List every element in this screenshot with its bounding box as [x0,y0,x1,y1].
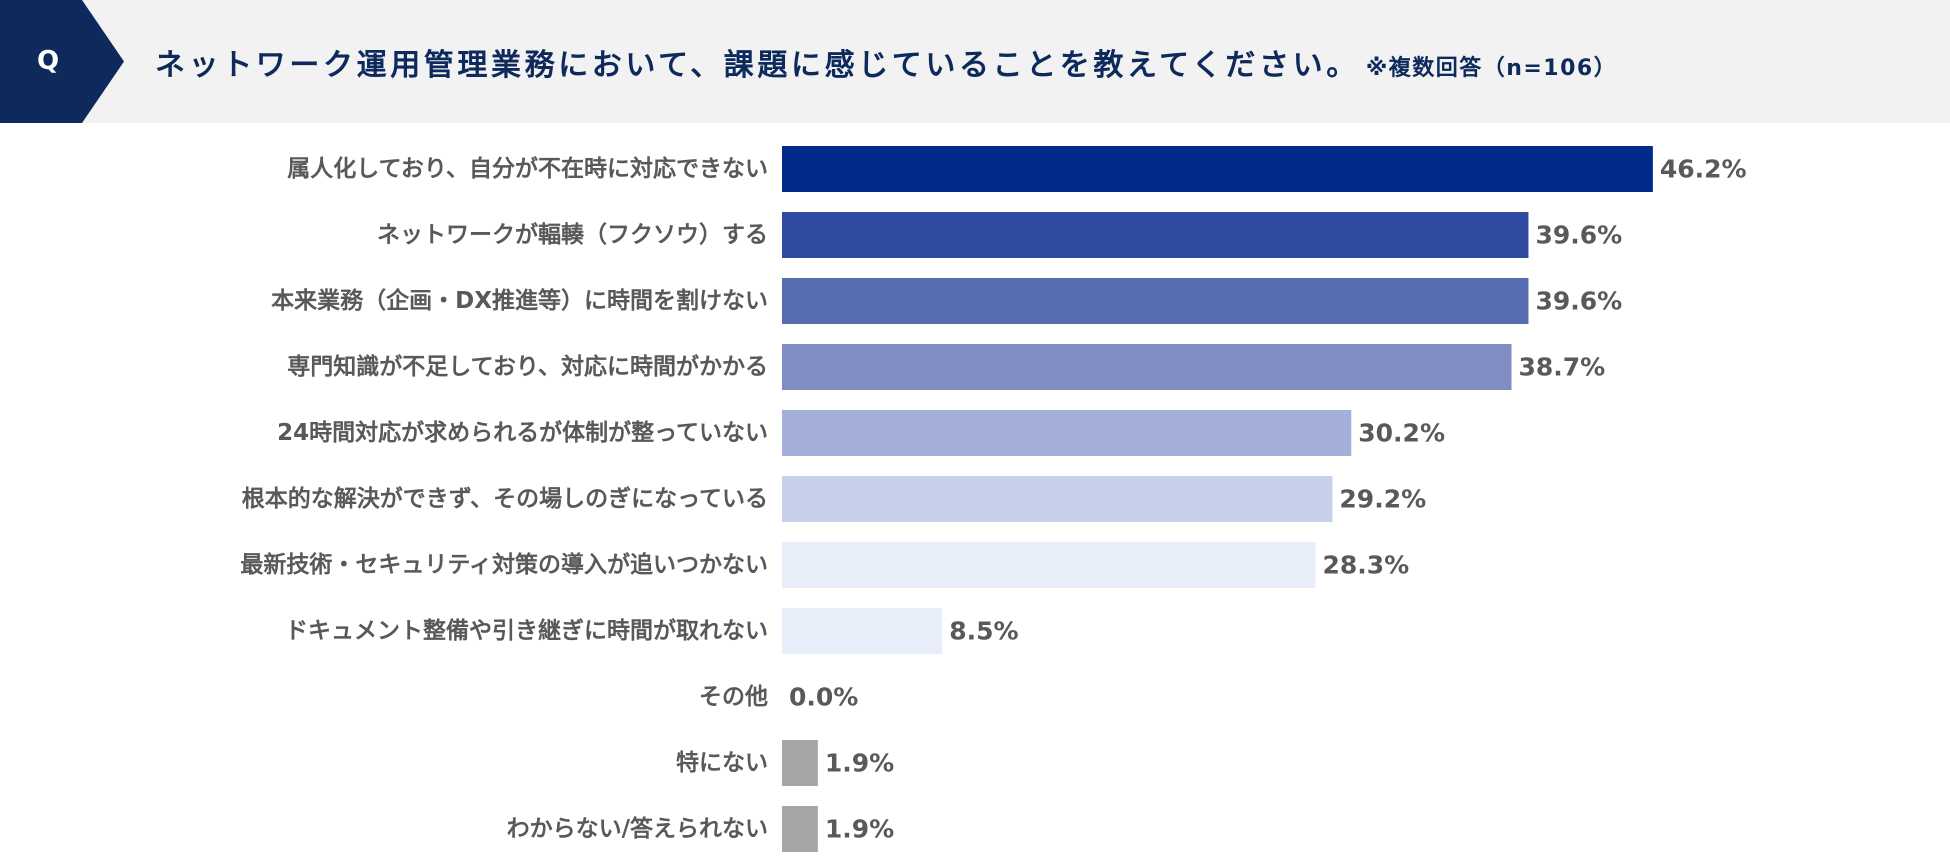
badge-chevron-shape [0,0,124,123]
category-label: ドキュメント整備や引き継ぎに時間が取れない [285,617,768,644]
bar [782,476,1333,522]
bar [782,146,1653,192]
value-label: 39.6% [1535,221,1622,250]
bar [782,410,1352,456]
value-label: 0.0% [789,683,858,712]
question-header: Q ネットワーク運用管理業務において、課題に感じていることを教えてください。 ※複… [0,0,1950,123]
category-label: 24時間対応が求められるが体制が整っていない [277,419,768,446]
question-title: ネットワーク運用管理業務において、課題に感じていることを教えてください。 [155,48,1360,83]
category-label: ネットワークが輻輳（フクソウ）する [377,221,768,248]
value-label: 46.2% [1660,155,1747,184]
bar-chart: 属人化しており、自分が不在時に対応できない 46.2% ネットワークが輻輳（フクソウ… [240,146,1747,852]
category-label: 本来業務（企画・DX推進等）に時間を割けない [271,287,768,314]
value-label: 29.2% [1339,485,1426,514]
category-label: 根本的な解決ができず、その場しのぎになっている [242,485,768,512]
bar [782,608,943,654]
question-note: ※複数回答（n=106） [1365,56,1618,81]
value-label: 28.3% [1322,551,1409,580]
bar [782,542,1316,588]
category-label: 特にない [676,750,768,776]
question-badge-letter: Q [36,46,60,76]
category-label: 属人化しており、自分が不在時に対応できない [287,155,768,182]
category-label: 最新技術・セキュリティ対策の導入が追いつかない [240,551,768,578]
value-label: 30.2% [1358,419,1445,448]
value-label: 8.5% [949,617,1018,646]
category-label: その他 [699,684,768,710]
category-label: わからない/答えられない [507,815,768,842]
value-label: 1.9% [825,815,894,844]
bar [782,740,818,786]
bar [782,278,1529,324]
bar [782,344,1512,390]
question-badge: Q [0,0,124,123]
bar [782,806,818,852]
value-label: 39.6% [1535,287,1622,316]
category-label: 専門知識が不足しており、対応に時間がかかる [287,353,768,380]
value-label: 38.7% [1518,353,1605,382]
value-label: 1.9% [825,749,894,778]
bar [782,212,1529,258]
question-text: ネットワーク運用管理業務において、課題に感じていることを教えてください。 ※複数回… [155,40,1617,84]
